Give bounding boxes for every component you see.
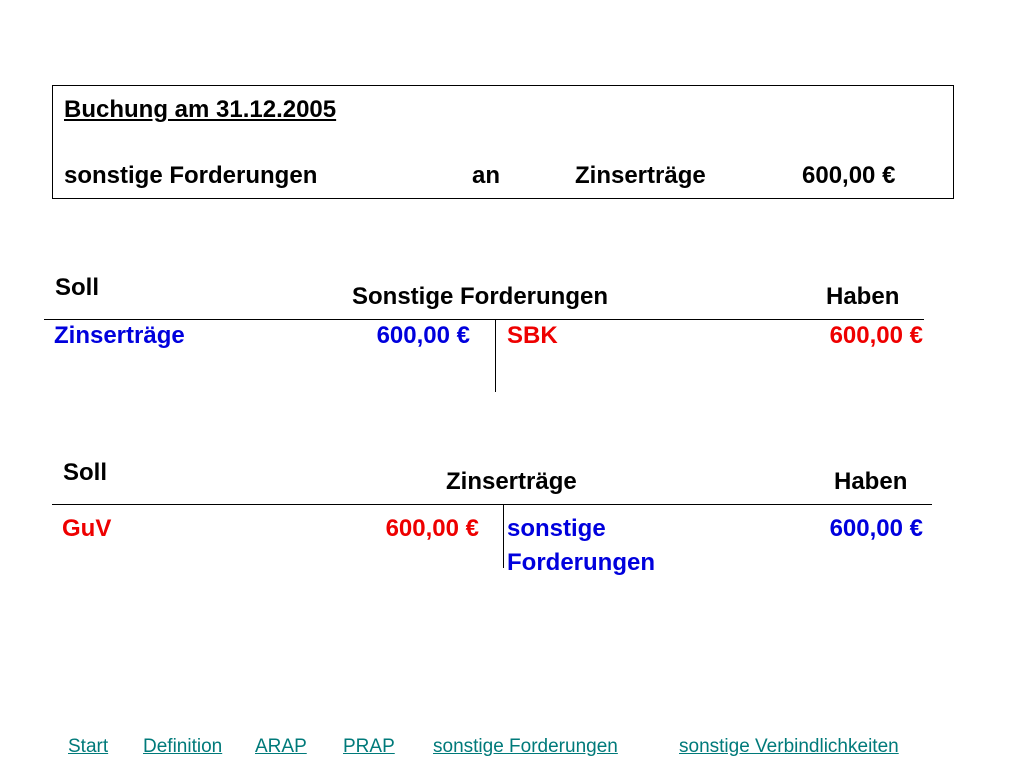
t-account-vertical-line — [503, 505, 504, 568]
credit-entry-amount: 600,00 € — [829, 515, 923, 542]
haben-label: Haben — [826, 283, 900, 310]
nav-link-arap[interactable]: ARAP — [255, 736, 307, 757]
t-account-horizontal-line — [52, 504, 932, 505]
soll-label: Soll — [55, 274, 100, 301]
booking-box: Buchung am 31.12.2005 sonstige Forderung… — [52, 85, 954, 199]
nav-link-definition[interactable]: Definition — [143, 736, 223, 757]
haben-label: Haben — [834, 468, 908, 495]
booking-title: Buchung am 31.12.2005 — [64, 96, 337, 123]
credit-entry-label-line1: sonstige — [507, 515, 606, 542]
booking-credit-account: Zinserträge — [575, 162, 706, 189]
nav-link-sonstige-verbindlichkeiten[interactable]: sonstige Verbindlichkeiten — [679, 736, 899, 757]
t-account-vertical-line — [495, 320, 496, 392]
debit-entry-label: GuV — [62, 515, 112, 542]
account-title: Sonstige Forderungen — [352, 283, 609, 310]
credit-entry-label-line2: Forderungen — [507, 549, 655, 576]
nav-link-prap[interactable]: PRAP — [343, 736, 395, 757]
debit-entry-label: Zinserträge — [54, 322, 185, 349]
nav-link-sonstige-forderungen[interactable]: sonstige Forderungen — [433, 736, 618, 757]
credit-entry-label: SBK — [507, 322, 558, 349]
t-account-horizontal-line — [44, 319, 924, 320]
soll-label: Soll — [63, 459, 108, 486]
nav-link-start[interactable]: Start — [68, 736, 109, 757]
debit-entry-amount: 600,00 € — [376, 322, 470, 349]
debit-entry-amount: 600,00 € — [385, 515, 479, 542]
booking-amount: 600,00 € — [802, 162, 896, 189]
account-title: Zinserträge — [446, 468, 577, 495]
credit-entry-amount: 600,00 € — [829, 322, 923, 349]
booking-connector: an — [472, 162, 501, 189]
booking-debit-account: sonstige Forderungen — [64, 162, 318, 189]
